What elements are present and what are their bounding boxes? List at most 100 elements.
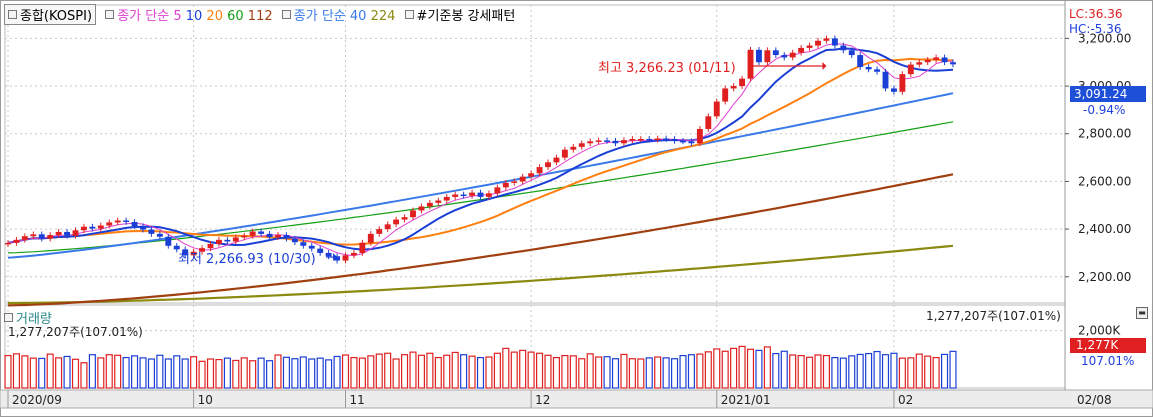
volume-bar	[806, 356, 814, 389]
candle	[376, 229, 383, 234]
legend-toggle-icon[interactable]	[404, 10, 414, 19]
volume-bar	[915, 353, 923, 389]
candle	[823, 38, 830, 41]
candle	[874, 69, 881, 72]
volume-bar	[831, 356, 839, 389]
candle	[713, 101, 720, 117]
candle	[123, 220, 130, 223]
candle	[688, 141, 695, 144]
legend-toggle-icon[interactable]	[105, 10, 115, 19]
x-tick-label: 02/08	[1077, 393, 1112, 407]
volume-last-value-right: 1,277,207주(107.01%)	[926, 309, 1061, 323]
candle	[696, 128, 703, 144]
volume-bar	[932, 356, 940, 389]
legend-toggle-icon[interactable]	[4, 313, 13, 322]
candle	[106, 222, 113, 226]
ma2-legend[interactable]: 종가 단순 40 224	[281, 5, 395, 24]
legend-toggle-icon[interactable]	[281, 10, 291, 19]
candle	[266, 233, 273, 238]
candle	[173, 245, 180, 250]
candle	[620, 140, 627, 144]
volume-bar	[460, 354, 468, 389]
candle	[460, 194, 467, 197]
volume-bar	[71, 358, 80, 389]
candle	[199, 248, 206, 252]
volume-bar	[181, 358, 189, 389]
volume-tick-label: 2,000K	[1078, 324, 1121, 338]
candle	[848, 50, 855, 56]
volume-bar	[401, 354, 409, 389]
candle	[317, 248, 324, 253]
close-icon[interactable]: ▬	[1136, 307, 1148, 319]
y-tick-label: 2,200.00	[1078, 270, 1131, 284]
candle	[890, 88, 897, 92]
candle	[359, 242, 366, 253]
volume-bar	[552, 356, 560, 389]
pattern-legend[interactable]: #기준봉 강세패턴	[404, 5, 515, 24]
candle	[350, 252, 357, 256]
ma224-line	[8, 244, 954, 305]
volume-bar	[898, 357, 906, 389]
volume-bar	[257, 357, 265, 389]
candle	[283, 235, 290, 239]
x-tick-label: 2021/01	[721, 393, 771, 407]
volume-bar	[291, 358, 299, 389]
volume-bar	[417, 354, 425, 389]
candle	[587, 141, 594, 144]
volume-bar	[426, 352, 434, 389]
volume-bar	[139, 357, 147, 389]
volume-bar	[772, 352, 780, 389]
candle	[595, 140, 602, 142]
ma-60: 60	[227, 9, 244, 24]
candle	[156, 233, 163, 237]
candle	[249, 231, 256, 236]
volume-bar	[164, 358, 172, 389]
candle	[275, 235, 281, 238]
ma-legend[interactable]: 종가 단순 5 10 20 60 112	[105, 5, 273, 24]
x-tick-label: 2020/09	[12, 393, 62, 407]
candle	[140, 226, 146, 230]
candle	[561, 149, 568, 158]
volume-bar	[375, 353, 383, 389]
candle	[55, 231, 62, 236]
candle	[722, 88, 729, 102]
candle	[64, 231, 71, 236]
candle	[680, 140, 686, 143]
volume-bar	[679, 354, 687, 389]
volume-bar	[865, 352, 873, 389]
candle	[511, 181, 518, 183]
volume-legend[interactable]: 거래량	[4, 308, 52, 327]
candle	[528, 173, 535, 177]
volume-bar	[561, 354, 569, 389]
volume-bar	[721, 350, 729, 389]
candle	[215, 239, 222, 244]
volume-bar	[63, 355, 71, 389]
volume-bar	[29, 357, 37, 389]
candle	[646, 138, 653, 141]
candle	[941, 57, 948, 63]
volume-bar	[527, 351, 535, 389]
index-name-box[interactable]: 종합(KOSPI)	[4, 4, 97, 25]
hc-value: HC:-5.36	[1069, 22, 1122, 36]
volume-bar	[266, 360, 274, 389]
legend-toggle-icon[interactable]	[8, 10, 17, 19]
candle	[671, 138, 678, 141]
y-tick-label: 2,400.00	[1078, 222, 1131, 236]
candle	[241, 235, 248, 238]
volume-bar	[822, 354, 830, 389]
candle	[764, 50, 771, 63]
volume-bar	[873, 350, 881, 389]
volume-bar	[924, 355, 932, 389]
volume-current-badge: 1,277K	[1070, 338, 1146, 353]
volume-bar	[662, 357, 670, 389]
volume-bar	[173, 355, 181, 389]
low-arrowhead	[333, 253, 338, 261]
volume-bar	[240, 357, 248, 389]
volume-bar	[21, 355, 29, 389]
candle	[882, 71, 889, 89]
candle	[72, 230, 79, 236]
volume-bar	[223, 357, 231, 389]
candle	[89, 226, 96, 229]
low-annotation: 최저 2,266.93 (10/30)	[178, 252, 316, 267]
